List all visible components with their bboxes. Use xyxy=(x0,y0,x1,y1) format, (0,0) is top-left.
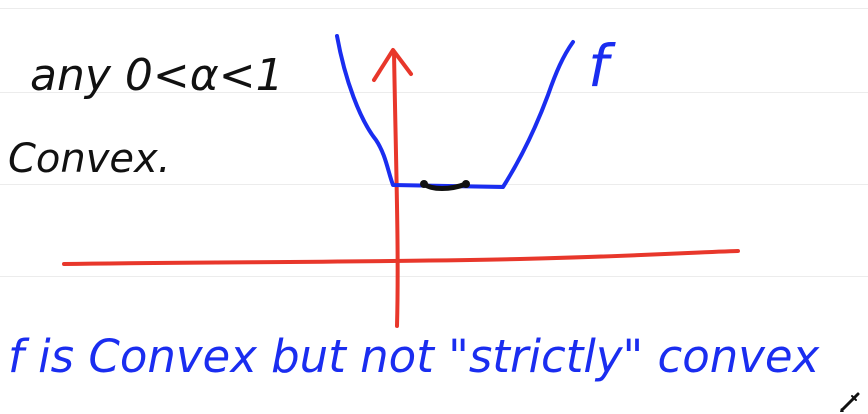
segment-endpoint-right xyxy=(462,180,470,188)
y-axis-arrowhead xyxy=(372,48,413,82)
note-line-2: Convex. xyxy=(8,136,170,182)
pen-icon[interactable] xyxy=(838,390,862,414)
ruled-line xyxy=(0,276,868,277)
function-curve xyxy=(335,34,575,189)
y-axis xyxy=(392,50,400,328)
ruled-line xyxy=(0,8,868,9)
ruled-line xyxy=(0,92,868,93)
note-line-1: any 0<α<1 xyxy=(30,50,284,101)
segment-endpoint-left xyxy=(420,180,428,188)
x-axis xyxy=(62,249,740,266)
function-label: f xyxy=(588,32,616,100)
caption: f is Convex but not "strictly" convex xyxy=(8,330,820,383)
